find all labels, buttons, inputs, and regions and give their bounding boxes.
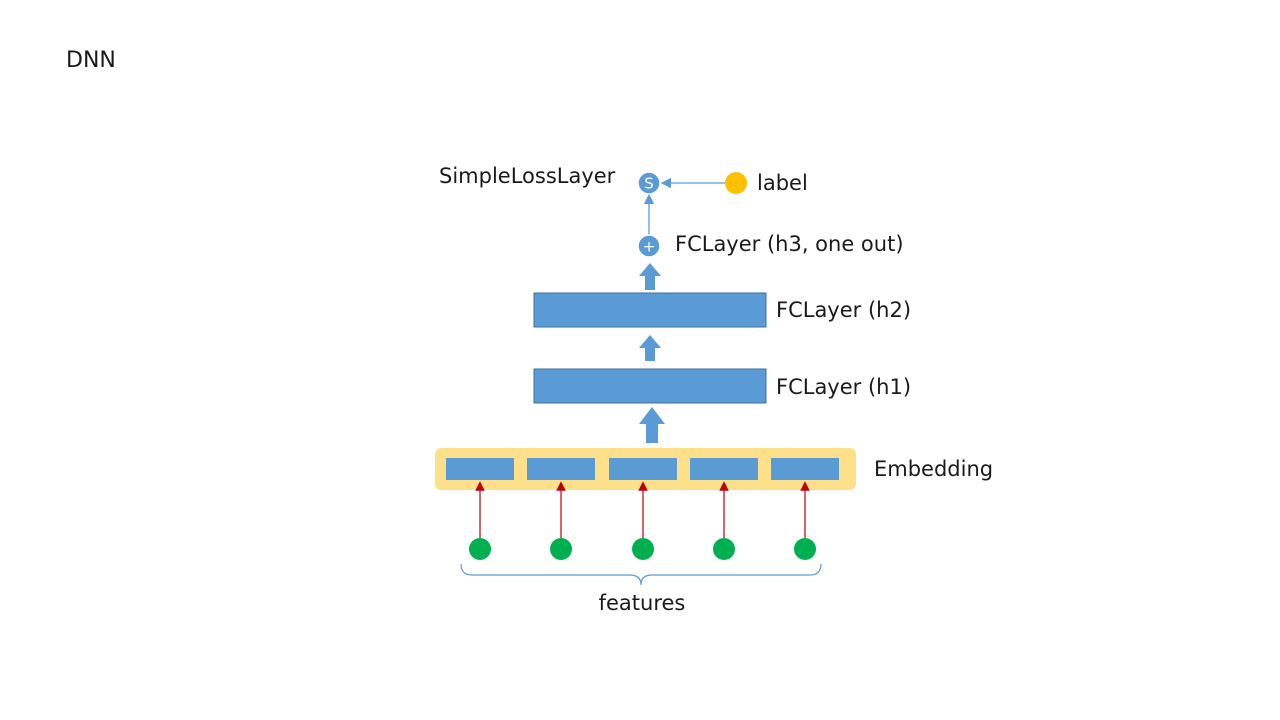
feature-node xyxy=(469,538,491,560)
embedding-slot xyxy=(609,458,677,480)
embedding-slot xyxy=(771,458,839,480)
loss-node-symbol: S xyxy=(644,175,654,193)
embedding-to-h1-arrow xyxy=(639,407,665,443)
loss-label: SimpleLossLayer xyxy=(439,164,616,188)
h1-to-h2-arrow xyxy=(639,335,661,361)
h1-layer xyxy=(533,368,767,404)
embedding-label: Embedding xyxy=(874,457,993,481)
embedding-slot xyxy=(527,458,595,480)
feature-node xyxy=(713,538,735,560)
h2-layer xyxy=(533,292,767,328)
h3-node-symbol: + xyxy=(643,238,656,256)
h3-node xyxy=(637,234,661,258)
embedding-slot xyxy=(690,458,758,480)
features-label: features xyxy=(599,591,686,615)
embedding-slot xyxy=(446,458,514,480)
label-node xyxy=(725,172,747,194)
h2-label: FCLayer (h2) xyxy=(776,298,911,322)
h3-label: FCLayer (h3, one out) xyxy=(675,232,904,256)
label-node-label: label xyxy=(757,171,808,195)
features-brace xyxy=(460,563,822,586)
feature-node xyxy=(794,538,816,560)
h1-label: FCLayer (h1) xyxy=(776,375,911,399)
h2-to-h3-arrow xyxy=(639,263,661,290)
slide-title: DNN xyxy=(66,48,116,73)
feature-node xyxy=(550,538,572,560)
feature-node xyxy=(632,538,654,560)
